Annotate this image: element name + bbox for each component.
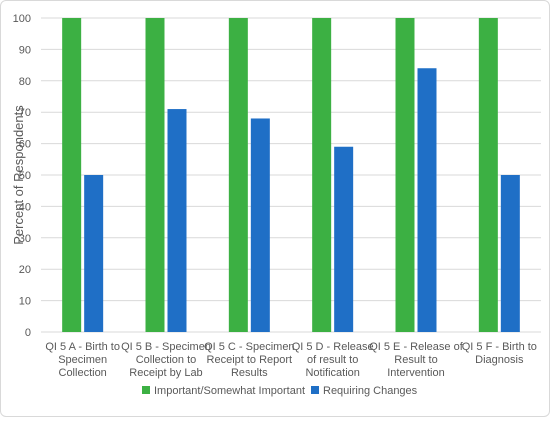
- y-tick-label: 20: [19, 264, 31, 276]
- legend-swatch: [142, 386, 150, 394]
- y-tick-label: 60: [19, 139, 31, 151]
- x-tick-label: QI 5 E - Release of Result to Intervention: [369, 341, 463, 379]
- x-tick-label: QI 5 F - Birth to Diagnosis: [462, 341, 537, 366]
- legend-label: Important/Somewhat Important: [154, 385, 305, 397]
- y-tick-label: 30: [19, 233, 31, 245]
- bar-important-4: [312, 18, 332, 332]
- x-tick-label: QI 5 B - Specimen Collection to Receipt by…: [121, 341, 211, 379]
- legend-swatch: [311, 386, 319, 394]
- y-tick-label: 70: [19, 107, 31, 119]
- x-tick-label: QI 5 D - Release of result to Notification: [292, 341, 374, 379]
- x-tick-label: QI 5 C - Specimen Receipt to Report Result…: [204, 341, 294, 379]
- bar-important-3: [228, 18, 248, 332]
- legend: Important/Somewhat Important Requiring Ch…: [142, 385, 418, 397]
- bar-requiring-changes-1: [84, 175, 104, 332]
- bar-requiring-changes-3: [250, 118, 270, 332]
- y-tick-label: 90: [19, 44, 31, 56]
- bar-requiring-changes-6: [500, 175, 520, 332]
- y-tick-labels: 0 10 20 30 40 50 60 70 80 90 100: [13, 13, 31, 339]
- bar-requiring-changes-2: [167, 109, 187, 332]
- bar-important-1: [62, 18, 82, 332]
- y-tick-label: 80: [19, 76, 31, 88]
- legend-label: Requiring Changes: [323, 385, 418, 397]
- bar-important-2: [145, 18, 165, 332]
- bars: [62, 18, 520, 333]
- x-tick-label: QI 5 A - Birth to Specimen Collection: [45, 341, 120, 379]
- y-tick-label: 10: [19, 296, 31, 308]
- y-tick-label: 50: [19, 170, 31, 182]
- y-tick-label: 100: [13, 13, 31, 25]
- bar-requiring-changes-4: [334, 146, 354, 332]
- y-axis-title: Percent of Respondents: [11, 105, 26, 245]
- bar-important-5: [395, 18, 415, 332]
- y-tick-label: 40: [19, 201, 31, 213]
- bar-requiring-changes-5: [417, 68, 437, 333]
- y-tick-label: 0: [25, 327, 31, 339]
- gridlines: [41, 17, 541, 333]
- bar-important-6: [478, 18, 498, 332]
